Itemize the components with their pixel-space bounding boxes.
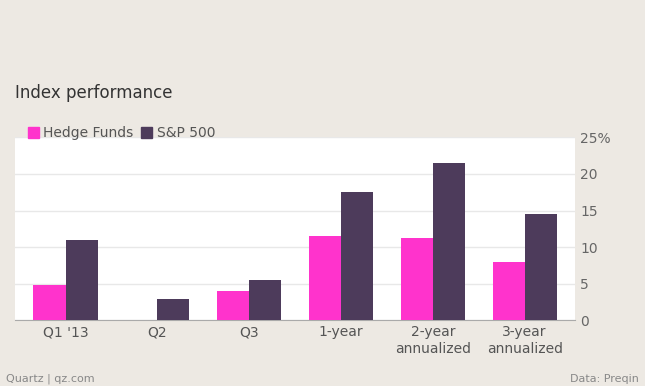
Text: Data: Preqin: Data: Preqin <box>570 374 639 384</box>
Bar <box>524 214 557 320</box>
Bar <box>309 236 341 320</box>
Bar <box>493 262 524 320</box>
Bar <box>433 163 465 320</box>
Bar <box>157 298 190 320</box>
Text: Quartz | qz.com: Quartz | qz.com <box>6 374 95 384</box>
Bar <box>34 285 66 320</box>
Bar <box>401 239 433 320</box>
Legend: Hedge Funds, S&P 500: Hedge Funds, S&P 500 <box>22 120 221 146</box>
Bar <box>341 192 373 320</box>
Bar <box>217 291 249 320</box>
Bar <box>249 280 281 320</box>
Bar <box>66 240 97 320</box>
Text: Index performance: Index performance <box>15 85 172 102</box>
